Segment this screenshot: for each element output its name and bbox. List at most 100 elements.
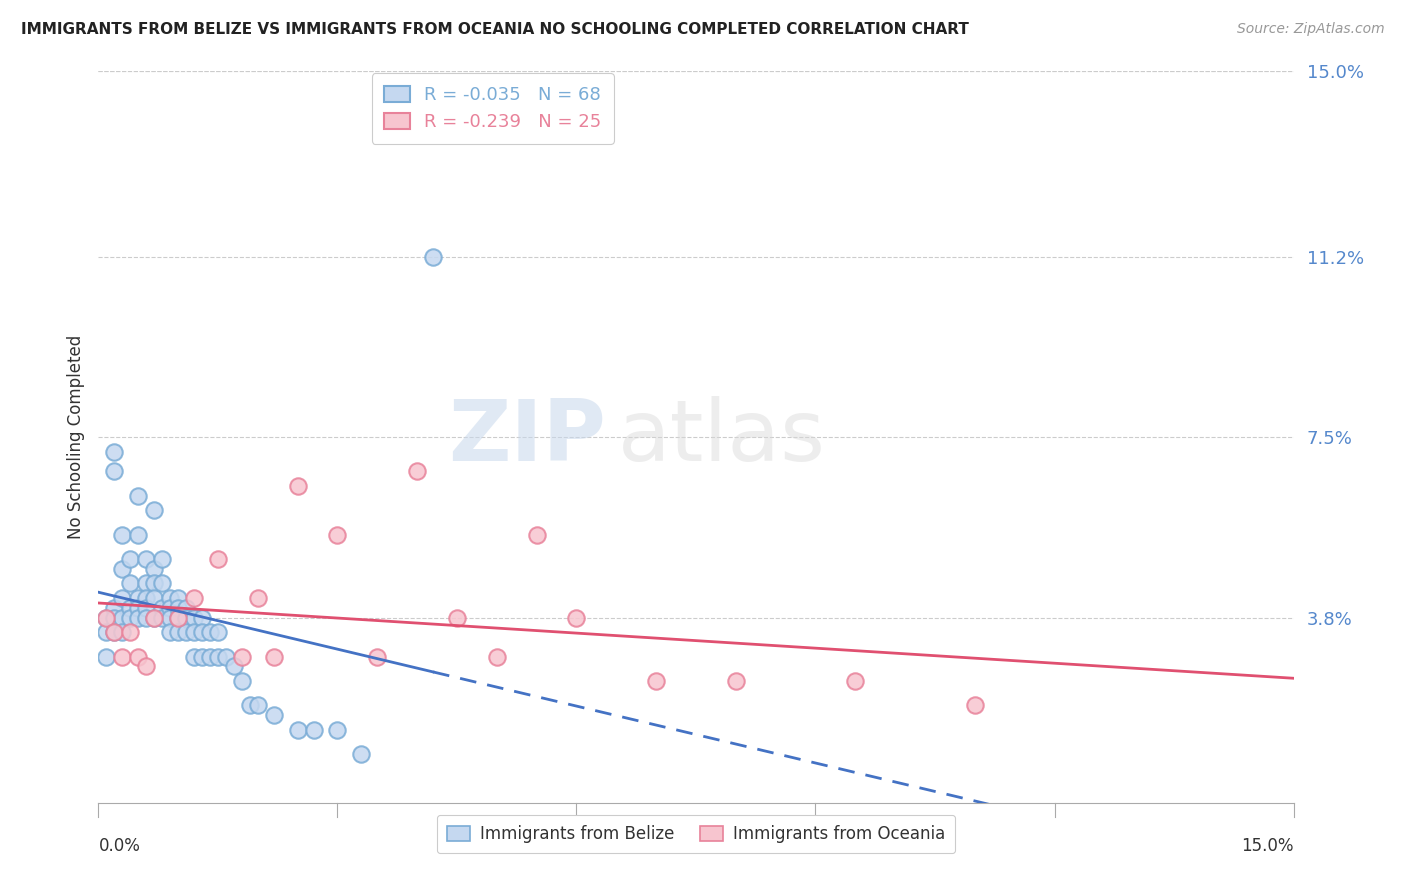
Point xyxy=(96,610,118,624)
Text: 15.0%: 15.0% xyxy=(1241,837,1294,855)
Point xyxy=(645,673,668,688)
Point xyxy=(143,610,166,624)
Y-axis label: No Schooling Completed: No Schooling Completed xyxy=(66,335,84,539)
Point xyxy=(103,444,125,458)
Point xyxy=(287,479,309,493)
Point xyxy=(143,591,166,605)
Point xyxy=(366,649,388,664)
Point xyxy=(263,649,285,664)
Point xyxy=(191,625,214,640)
Point xyxy=(111,610,134,624)
Point xyxy=(174,600,197,615)
Point xyxy=(565,610,588,624)
Point xyxy=(96,610,118,624)
Point xyxy=(120,610,142,624)
Point xyxy=(167,610,190,624)
Point xyxy=(135,552,157,566)
Point xyxy=(207,552,229,566)
Point xyxy=(111,625,134,640)
Point xyxy=(963,698,986,713)
Point xyxy=(231,673,253,688)
Point xyxy=(287,723,309,737)
Point xyxy=(167,600,190,615)
Point xyxy=(174,625,197,640)
Point xyxy=(446,610,468,624)
Point xyxy=(191,610,214,624)
Point xyxy=(485,649,508,664)
Point xyxy=(143,576,166,591)
Point xyxy=(246,591,269,605)
Point xyxy=(127,610,149,624)
Point xyxy=(103,610,125,624)
Point xyxy=(103,464,125,478)
Point xyxy=(143,610,166,624)
Point xyxy=(326,723,349,737)
Point xyxy=(844,673,866,688)
Point xyxy=(167,591,190,605)
Point xyxy=(111,649,134,664)
Point xyxy=(207,649,229,664)
Point xyxy=(239,698,262,713)
Point xyxy=(150,552,173,566)
Point xyxy=(120,600,142,615)
Point xyxy=(103,625,125,640)
Point xyxy=(207,625,229,640)
Text: Source: ZipAtlas.com: Source: ZipAtlas.com xyxy=(1237,22,1385,37)
Point xyxy=(120,625,142,640)
Point xyxy=(127,489,149,503)
Point xyxy=(127,527,149,541)
Point xyxy=(167,625,190,640)
Point xyxy=(111,562,134,576)
Point xyxy=(135,600,157,615)
Point xyxy=(135,576,157,591)
Point xyxy=(183,625,205,640)
Point xyxy=(127,649,149,664)
Point xyxy=(246,698,269,713)
Point xyxy=(127,600,149,615)
Point xyxy=(222,659,245,673)
Point xyxy=(183,649,205,664)
Point xyxy=(183,610,205,624)
Point xyxy=(103,600,125,615)
Point xyxy=(96,649,118,664)
Point xyxy=(127,591,149,605)
Point xyxy=(174,610,197,624)
Point xyxy=(120,576,142,591)
Point xyxy=(143,562,166,576)
Point xyxy=(159,610,181,624)
Point xyxy=(231,649,253,664)
Text: atlas: atlas xyxy=(619,395,827,479)
Point xyxy=(198,625,221,640)
Point xyxy=(159,591,181,605)
Point xyxy=(120,552,142,566)
Point xyxy=(167,610,190,624)
Point xyxy=(135,591,157,605)
Point xyxy=(111,591,134,605)
Point xyxy=(159,625,181,640)
Point xyxy=(183,591,205,605)
Point xyxy=(150,576,173,591)
Text: 0.0%: 0.0% xyxy=(98,837,141,855)
Point xyxy=(406,464,429,478)
Point xyxy=(422,250,444,264)
Point xyxy=(724,673,747,688)
Point xyxy=(215,649,238,664)
Point xyxy=(263,708,285,723)
Point xyxy=(526,527,548,541)
Point xyxy=(103,625,125,640)
Point xyxy=(302,723,325,737)
Point xyxy=(326,527,349,541)
Point xyxy=(135,610,157,624)
Legend: Immigrants from Belize, Immigrants from Oceania: Immigrants from Belize, Immigrants from … xyxy=(437,815,955,853)
Point xyxy=(135,659,157,673)
Point xyxy=(198,649,221,664)
Text: ZIP: ZIP xyxy=(449,395,606,479)
Point xyxy=(150,600,173,615)
Point xyxy=(350,747,373,761)
Point xyxy=(159,600,181,615)
Point xyxy=(143,503,166,517)
Text: IMMIGRANTS FROM BELIZE VS IMMIGRANTS FROM OCEANIA NO SCHOOLING COMPLETED CORRELA: IMMIGRANTS FROM BELIZE VS IMMIGRANTS FRO… xyxy=(21,22,969,37)
Point xyxy=(96,625,118,640)
Point xyxy=(111,527,134,541)
Point xyxy=(191,649,214,664)
